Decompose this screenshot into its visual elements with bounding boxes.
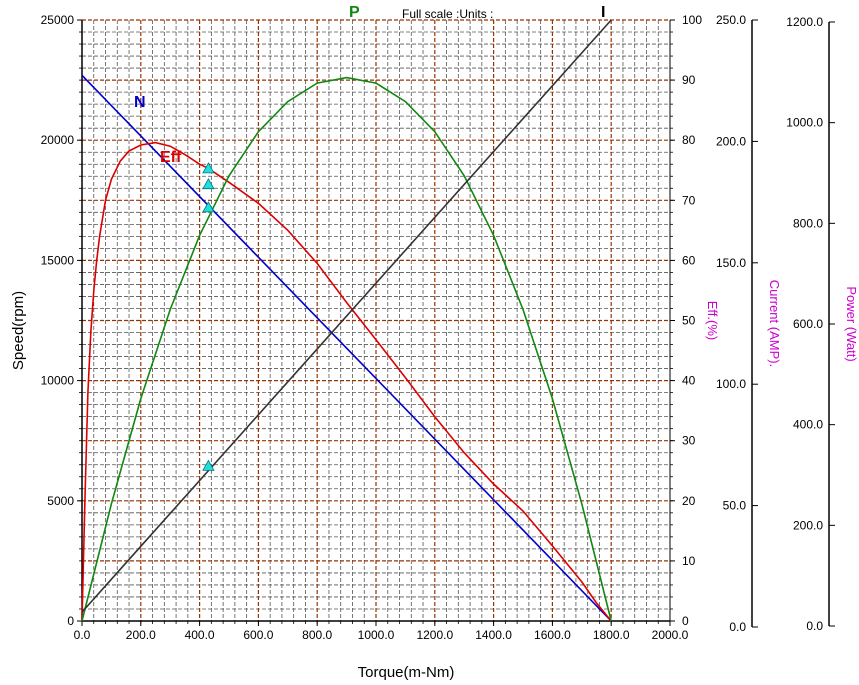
x-tick-label: 1600.0 xyxy=(534,628,571,642)
current-tick-label: 200.0 xyxy=(716,134,746,148)
x-tick-label: 1400.0 xyxy=(475,628,512,642)
series-line-i xyxy=(81,19,612,613)
x-tick-label: 200.0 xyxy=(126,628,156,642)
speed-tick-label: 25000 xyxy=(41,13,75,27)
x-tick-label: 800.0 xyxy=(302,628,332,642)
current-tick-label: 50.0 xyxy=(723,499,747,513)
efficiency-tick-label: 40 xyxy=(682,374,696,388)
efficiency-axis-title: Eff.(%) xyxy=(705,301,720,341)
operating-point-marker xyxy=(202,177,215,190)
efficiency-tick-label: 70 xyxy=(682,193,696,207)
operating-point-marker xyxy=(202,201,215,213)
series-line-n xyxy=(81,74,612,622)
power-tick-label: 400.0 xyxy=(793,418,823,432)
power-tick-label: 200.0 xyxy=(793,518,823,532)
current-tick-label: 0.0 xyxy=(729,620,746,634)
operating-point-marker xyxy=(202,162,215,174)
power-tick-label: 600.0 xyxy=(793,317,823,331)
markers-layer xyxy=(202,162,215,471)
power-tick-label: 800.0 xyxy=(793,216,823,230)
x-tick-label: 400.0 xyxy=(185,628,215,642)
axes: 0.0 200.0 400.0 600.0 800.0 1000.0 1200.0 1400.… xyxy=(10,13,859,681)
speed-tick-label: 0 xyxy=(67,614,74,628)
operating-point-marker xyxy=(202,459,215,471)
power-axis-title: Power (Watt) xyxy=(844,286,859,361)
labels-layer: N Eff P I xyxy=(134,4,605,166)
x-tick-label: 1800.0 xyxy=(593,628,630,642)
efficiency-tick-label: 60 xyxy=(682,253,696,267)
x-tick-label: 2000.0 xyxy=(652,628,689,642)
efficiency-tick-label: 20 xyxy=(682,494,696,508)
efficiency-tick-label: 0 xyxy=(682,614,689,628)
power-tick-label: 1200.0 xyxy=(786,15,823,29)
power-tick-label: 1000.0 xyxy=(786,116,823,130)
current-tick-label: 250.0 xyxy=(716,13,746,27)
efficiency-tick-label: 30 xyxy=(682,434,696,448)
x-tick-label: 1200.0 xyxy=(416,628,453,642)
current-tick-label: 150.0 xyxy=(716,256,746,270)
series-line-eff xyxy=(81,141,612,622)
header-text: Full scale :Units : xyxy=(402,7,494,21)
x-tick-label: 0.0 xyxy=(74,628,91,642)
efficiency-tick-label: 10 xyxy=(682,554,696,568)
speed-tick-label: 20000 xyxy=(41,133,75,147)
efficiency-tick-label: 100 xyxy=(682,13,702,27)
speed-tick-label: 10000 xyxy=(41,374,75,388)
speed-tick-label: 15000 xyxy=(41,253,75,267)
curve-label-eff: Eff xyxy=(160,149,182,166)
power-tick-label: 0.0 xyxy=(806,619,823,633)
x-tick-label: 600.0 xyxy=(243,628,273,642)
efficiency-tick-label: 90 xyxy=(682,73,696,87)
speed-axis-title: Speed(rpm) xyxy=(10,291,27,370)
x-tick-label: 1000.0 xyxy=(358,628,395,642)
curve-label-p: P xyxy=(349,4,360,21)
speed-tick-label: 5000 xyxy=(47,494,74,508)
efficiency-tick-label: 80 xyxy=(682,133,696,147)
x-axis-title: Torque(m-Nm) xyxy=(358,664,455,681)
grid xyxy=(82,19,670,621)
curve-label-i: I xyxy=(601,4,605,21)
series-layer xyxy=(81,19,612,622)
current-axis-title: Current (AMP). xyxy=(767,280,782,367)
efficiency-tick-label: 50 xyxy=(682,314,696,328)
series-line-p xyxy=(81,76,612,622)
current-tick-label: 100.0 xyxy=(716,377,746,391)
curve-label-n: N xyxy=(134,94,146,111)
chart-header: Full scale :Units : xyxy=(390,6,520,22)
